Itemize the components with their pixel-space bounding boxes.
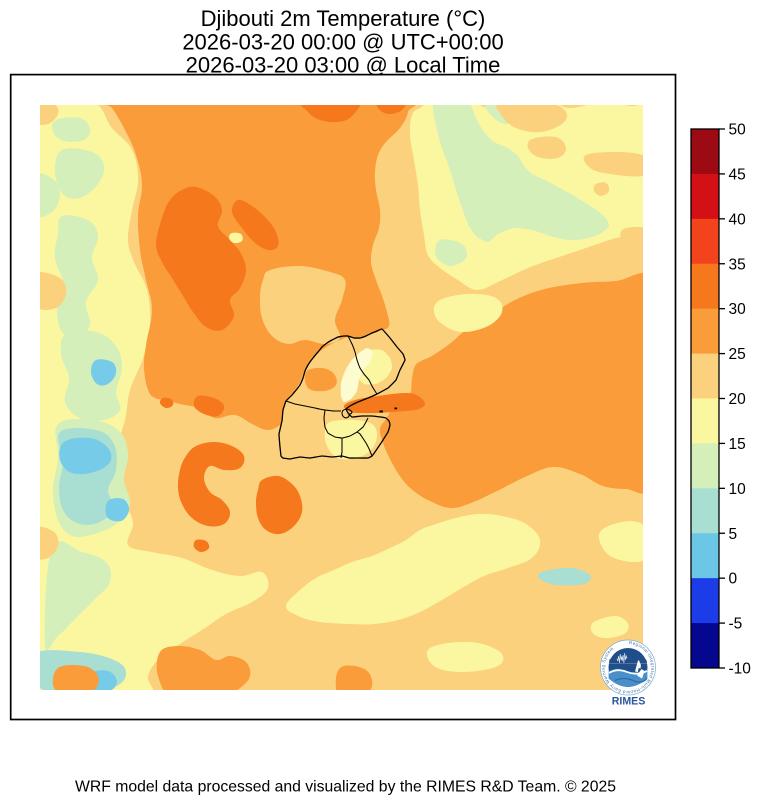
svg-text:15: 15 — [729, 436, 746, 453]
svg-text:-5: -5 — [729, 616, 743, 633]
svg-text:35: 35 — [729, 256, 746, 273]
svg-text:40: 40 — [729, 211, 747, 228]
svg-text:30: 30 — [729, 301, 747, 318]
svg-text:25: 25 — [729, 346, 746, 363]
svg-text:20: 20 — [729, 391, 747, 408]
svg-text:10: 10 — [729, 481, 747, 498]
svg-text:RIMES: RIMES — [612, 696, 646, 708]
svg-text:-10: -10 — [729, 661, 752, 678]
svg-text:5: 5 — [729, 526, 738, 543]
svg-text:2026-03-20 03:00 @ Local Time: 2026-03-20 03:00 @ Local Time — [186, 53, 501, 78]
svg-text:WRF model data processed and v: WRF model data processed and visualized … — [75, 779, 616, 796]
svg-text:45: 45 — [729, 166, 746, 183]
svg-text:2026-03-20 00:00 @ UTC+00:00: 2026-03-20 00:00 @ UTC+00:00 — [182, 30, 503, 55]
svg-text:0: 0 — [729, 571, 738, 588]
svg-text:50: 50 — [729, 122, 747, 139]
svg-text:Djibouti 2m Temperature (°C): Djibouti 2m Temperature (°C) — [201, 6, 486, 31]
